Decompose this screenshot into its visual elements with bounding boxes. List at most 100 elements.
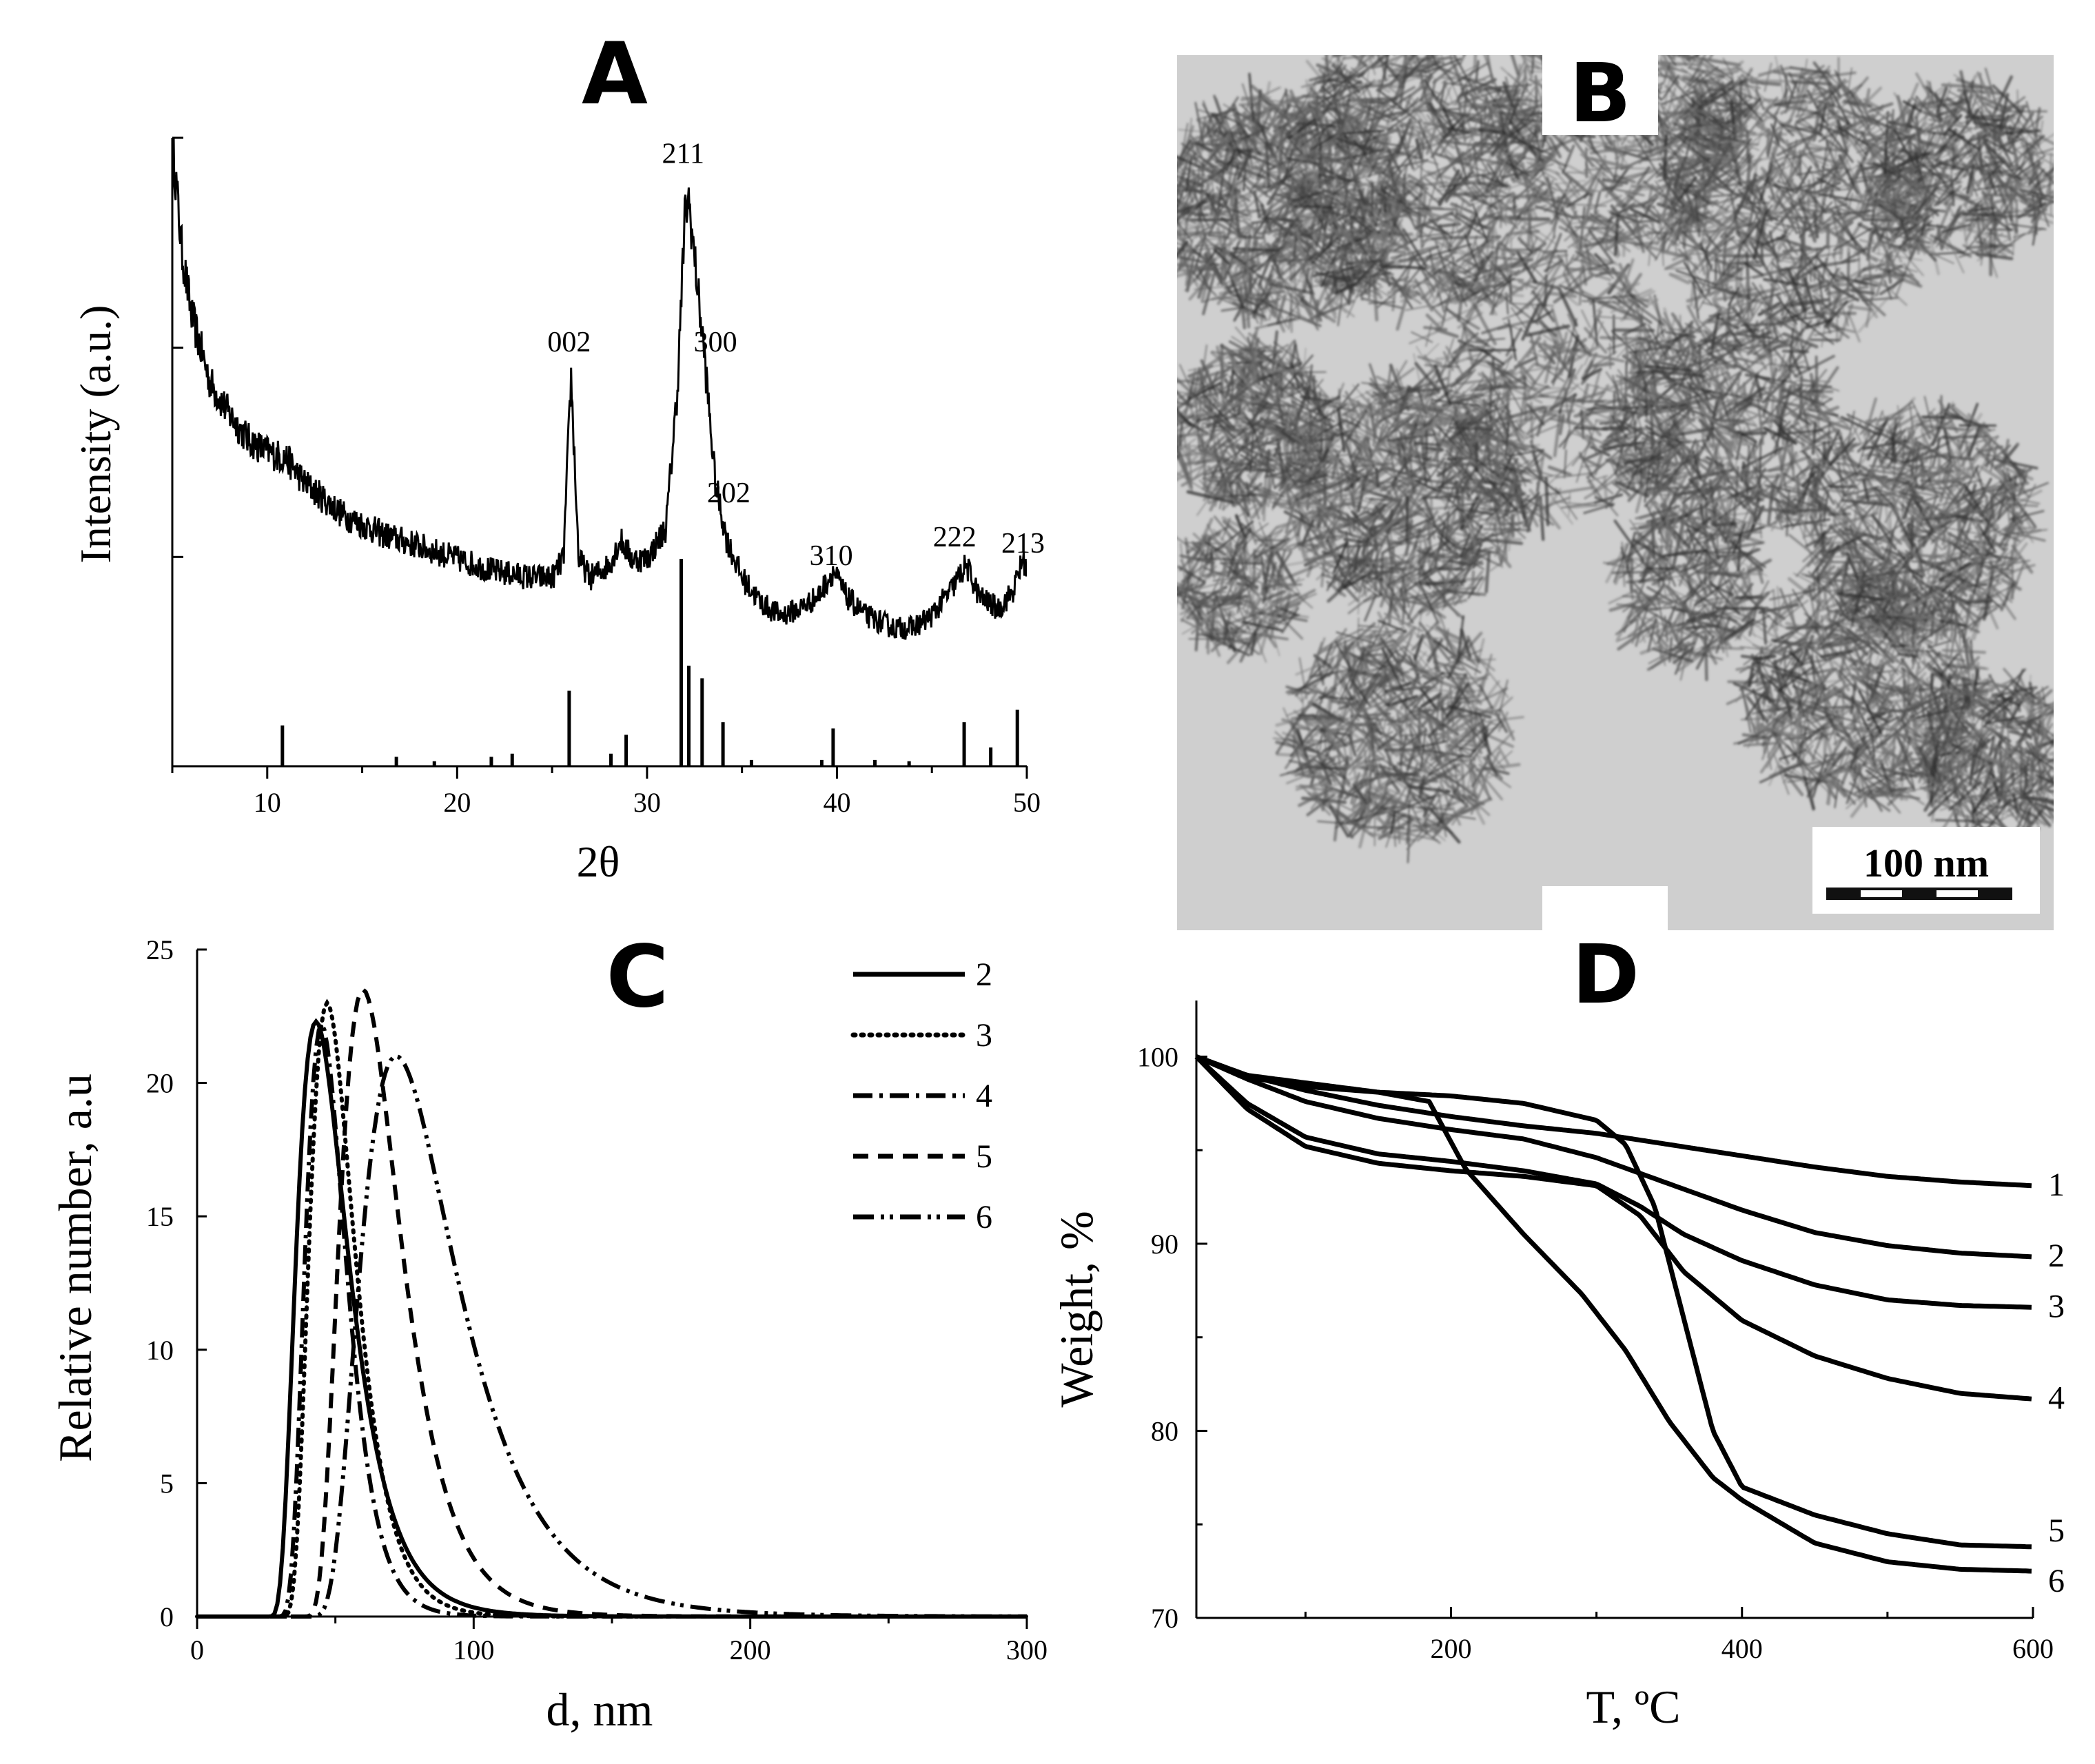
nanorod <box>1177 185 1185 201</box>
nanorod <box>1376 124 1415 136</box>
nanorod <box>1305 59 1331 90</box>
nanorod <box>1194 101 1205 149</box>
nanorod <box>1220 216 1248 240</box>
nanorod <box>1246 165 1282 178</box>
nanorod <box>1656 3 1688 24</box>
nanorod <box>1178 252 1183 271</box>
nanorod <box>1260 81 1271 126</box>
panel-a-letter: A <box>582 25 648 124</box>
nanorod <box>1398 41 1444 44</box>
nanorod <box>1500 218 1543 222</box>
xrd-pattern-line <box>172 138 1027 640</box>
nanorod <box>1348 134 1378 157</box>
nanorod <box>1603 0 1611 37</box>
nanorod <box>1634 30 1656 33</box>
nanorod <box>1396 223 1411 258</box>
nanorod <box>1214 97 1232 138</box>
nanorod <box>1287 300 1293 330</box>
nanorod <box>1400 34 1427 43</box>
nanorod <box>1220 306 1245 312</box>
nanorod <box>1520 225 1546 245</box>
nanorod <box>1415 55 1421 64</box>
nanorod <box>1265 286 1288 328</box>
nanorod <box>1527 219 1553 230</box>
nanorod <box>1223 249 1227 279</box>
nanorod <box>1298 291 1314 316</box>
nanorod <box>1213 96 1239 135</box>
nanorod <box>1671 55 1676 59</box>
nanorod <box>1544 21 1552 46</box>
nanorod <box>1675 44 1712 47</box>
nanorod <box>1427 37 1449 46</box>
nanorod <box>1542 19 1582 33</box>
nanorod <box>1550 9 1560 32</box>
nanorod <box>1396 126 1415 170</box>
nanorod <box>1702 185 1707 209</box>
nanorod <box>1245 243 1251 292</box>
nanorod <box>1351 55 1369 68</box>
nanorod <box>1583 18 1604 24</box>
nanorod <box>1415 163 1444 185</box>
nanorod <box>1624 17 1665 30</box>
peak-label: 211 <box>662 138 704 170</box>
nanorod <box>1230 196 1242 243</box>
nanorod <box>1473 55 1478 74</box>
nanorod <box>1398 256 1440 263</box>
nanorod <box>1635 0 1664 19</box>
nanorod <box>1236 172 1268 196</box>
nanorod <box>1542 22 1583 43</box>
nanorod <box>1278 308 1322 327</box>
nanorod <box>1560 30 1562 52</box>
nanorod <box>1403 174 1407 206</box>
nanorod <box>1552 4 1583 31</box>
nanorod <box>1701 39 1726 51</box>
nanorod <box>1182 271 1207 291</box>
nanorod <box>1188 152 1206 167</box>
nanorod <box>1163 185 1173 209</box>
nanorod <box>1203 153 1231 164</box>
nanorod <box>1273 110 1288 130</box>
nanorod <box>1232 99 1251 146</box>
nanorod <box>1177 243 1189 259</box>
nanorod <box>1564 6 1595 8</box>
nanorod <box>1316 506 1321 527</box>
panel-a-y-axis-label: Intensity (a.u.) <box>71 305 120 564</box>
nanorod <box>1196 165 1230 188</box>
nanorod <box>1608 5 1636 31</box>
nanorod <box>1700 134 1704 156</box>
nanorod <box>1429 37 1445 46</box>
nanorod <box>1248 303 1272 316</box>
nanorod <box>1741 132 1788 136</box>
nanorod <box>1322 234 1356 253</box>
nanorod <box>1178 238 1204 271</box>
nanorod <box>1380 229 1397 243</box>
nanorod <box>1371 55 1376 60</box>
nanorod <box>1342 162 1362 195</box>
nanorod <box>1246 276 1275 318</box>
nanorod <box>1351 55 1376 73</box>
nanorod <box>1177 247 1202 256</box>
nanorod <box>1299 198 1334 235</box>
nanorod <box>1653 13 1676 36</box>
nanorod <box>1668 12 1695 50</box>
nanorod <box>1661 30 1675 53</box>
nanorod <box>1177 167 1191 174</box>
nanorod <box>1249 271 1253 305</box>
nanorod <box>1325 243 1358 254</box>
x-tick-label: 30 <box>633 787 661 818</box>
nanorod <box>1404 25 1426 45</box>
nanorod <box>1574 226 1608 230</box>
nanorod <box>1654 41 1686 52</box>
x-tick-label: 10 <box>254 787 281 818</box>
nanorod <box>1198 110 1227 120</box>
nanorod <box>1177 220 1209 232</box>
nanorod <box>1412 261 1452 290</box>
nanorod <box>1646 0 1653 36</box>
nanorod <box>1371 55 1389 69</box>
nanorod <box>1745 252 1750 300</box>
nanorod <box>1242 219 1260 233</box>
nanorod <box>1617 34 1639 40</box>
nanorod <box>1307 299 1355 322</box>
nanorod <box>1189 139 1198 165</box>
nanorod <box>1223 209 1267 213</box>
